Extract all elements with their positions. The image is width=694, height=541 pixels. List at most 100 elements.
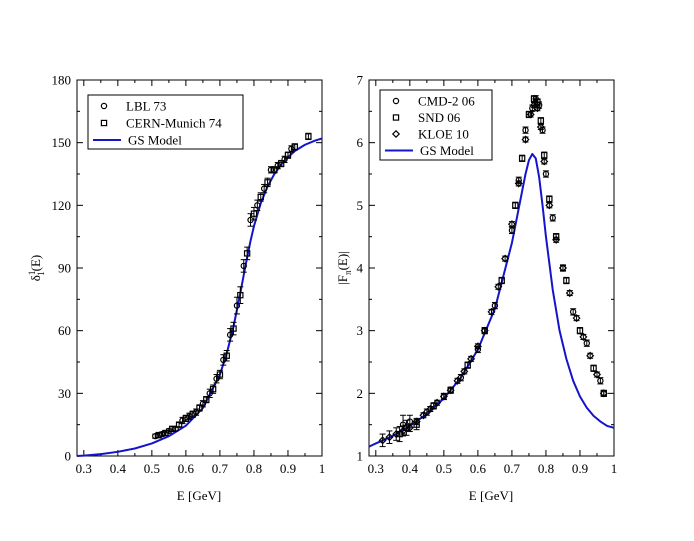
legend-label: LBL 73: [126, 99, 166, 114]
x-tick-label: 0.9: [572, 461, 588, 476]
right-y-title-sub: π: [343, 270, 353, 275]
x-tick-label: 0.3: [76, 461, 92, 476]
x-tick-label: 0.6: [178, 461, 195, 476]
legend-label: CMD-2 06: [418, 94, 475, 109]
legend-label: GS Model: [128, 133, 182, 148]
data-point: [233, 302, 241, 309]
y-tick-label: 90: [58, 261, 71, 276]
y-tick-label: 1: [357, 449, 364, 464]
data-point: [243, 250, 251, 257]
right-y-axis-title: |Fπ(E)|: [335, 251, 353, 285]
data-point: [189, 411, 196, 418]
left-y-title-sup: 1: [27, 271, 37, 275]
legend-marker-swatch: [392, 97, 400, 105]
data-point: [254, 202, 261, 209]
left-y-axis-title: δ11(E): [27, 255, 46, 281]
x-tick-label: 0.5: [144, 461, 160, 476]
data-point: [460, 367, 469, 376]
data-point: [305, 133, 312, 140]
data-point: [426, 404, 435, 414]
data-point: [392, 430, 401, 439]
data-point: [464, 361, 471, 369]
x-tick-label: 0.5: [436, 461, 452, 476]
data-point: [521, 135, 530, 144]
data-point: [522, 126, 529, 134]
x-tick-label: 0.6: [470, 461, 487, 476]
x-tick-label: 0.7: [212, 461, 229, 476]
x-tick-label: 0.8: [246, 461, 262, 476]
x-tick-label: 0.8: [538, 461, 554, 476]
data-point: [209, 385, 217, 393]
legend-marker-swatch: [100, 119, 108, 127]
data-point: [491, 302, 499, 309]
data-point: [169, 425, 176, 433]
phase-shift-chart: 0.3 0.4 0.5 0.6 0.7 0.8 0.9 1 0 30 60 90 120 150 180 E…: [27, 73, 325, 504]
x-tick-label: 1: [319, 461, 326, 476]
y-tick-label: 0: [65, 449, 72, 464]
data-point: [498, 277, 505, 284]
data-point: [199, 400, 207, 407]
left-y-title-suffix: (E): [28, 255, 43, 272]
data-point: [583, 340, 590, 347]
data-point: [237, 291, 244, 299]
y-tick-label: 6: [357, 135, 364, 150]
data-point: [175, 421, 183, 428]
form-factor-chart: 0.3 0.4 0.5 0.6 0.7 0.8 0.9 1 1 2 3 4 5 6 7 E [GeV] |F…: [335, 73, 617, 504]
svg-text:δ11(E): δ11(E): [27, 255, 46, 281]
legend-marker-swatch: [391, 129, 401, 139]
left-y-title-main: δ: [28, 275, 43, 281]
data-point: [533, 104, 542, 113]
legend-marker-swatch: [100, 102, 108, 110]
right-x-axis-title: E [GeV]: [469, 488, 513, 503]
data-point: [453, 376, 462, 385]
data-point: [203, 396, 210, 403]
data-point: [473, 342, 482, 351]
data-point: [586, 351, 595, 360]
data-point: [576, 327, 584, 334]
data-point: [512, 202, 519, 209]
data-point: [467, 354, 476, 363]
data-point: [291, 143, 298, 151]
data-point: [597, 377, 604, 384]
data-point: [552, 235, 561, 244]
data-point: [240, 262, 247, 270]
data-point: [549, 214, 556, 222]
data-point: [158, 430, 166, 438]
data-point: [507, 220, 516, 229]
data-point: [277, 160, 285, 167]
data-point: [446, 386, 455, 395]
svg-text:|Fπ(E)|: |Fπ(E)|: [335, 251, 353, 285]
y-tick-label: 150: [52, 135, 72, 150]
data-point: [264, 179, 271, 186]
right-y-title-main: |F: [335, 275, 350, 285]
data-point: [558, 263, 568, 273]
y-tick-label: 4: [357, 261, 364, 276]
data-point: [281, 156, 288, 163]
y-tick-label: 180: [52, 73, 72, 88]
data-point: [412, 417, 421, 426]
data-point: [480, 326, 489, 335]
data-point: [572, 314, 581, 323]
left-x-axis-title: E [GeV]: [177, 488, 221, 503]
legend-marker-swatch: [392, 114, 400, 121]
left-axis-ticks: 0.3 0.4 0.5 0.6 0.7 0.8 0.9 1 0 30 60 90 120 150 180: [52, 73, 326, 477]
data-point: [501, 254, 510, 263]
data-point: [378, 436, 387, 445]
data-point: [155, 431, 162, 439]
data-point: [152, 432, 159, 440]
data-point: [260, 185, 268, 192]
x-tick-label: 1: [611, 461, 618, 476]
data-point: [257, 193, 264, 201]
data-point: [565, 289, 574, 298]
x-tick-label: 0.4: [110, 461, 127, 476]
data-point: [196, 404, 203, 412]
data-point: [220, 356, 227, 364]
y-tick-label: 60: [58, 323, 71, 338]
data-point: [267, 166, 275, 174]
left-legend-box: [87, 94, 244, 150]
data-point: [284, 152, 292, 159]
gs-model-line: [368, 152, 615, 448]
left-y-title-sub: 1: [36, 271, 46, 276]
